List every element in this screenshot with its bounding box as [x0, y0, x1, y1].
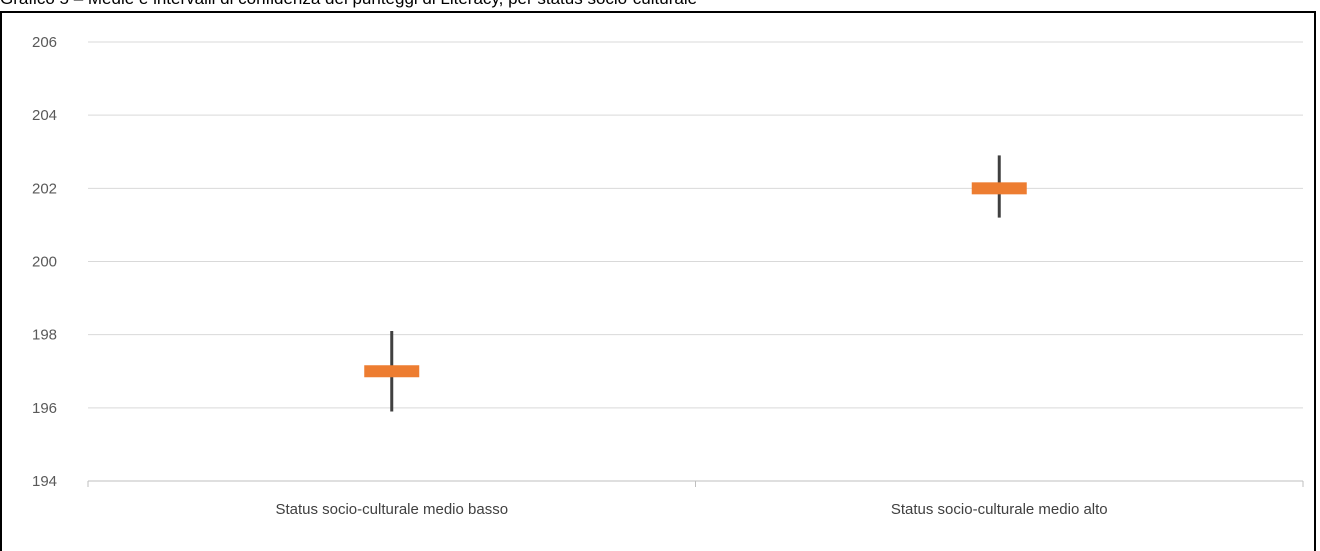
- y-tick-label: 206: [32, 34, 57, 51]
- category-label: Status socio-culturale medio alto: [891, 501, 1108, 518]
- y-tick-label: 204: [32, 107, 57, 124]
- chart-frame: [0, 11, 1316, 551]
- mean-marker: [971, 182, 1027, 195]
- y-tick-label: 198: [32, 327, 57, 344]
- gridlines: [88, 41, 1303, 409]
- y-axis-tick-labels: 194 196 198 200 202 204 206: [32, 34, 57, 490]
- x-axis: [87, 480, 1304, 487]
- y-tick-label: 194: [32, 473, 57, 490]
- y-tick-label: 196: [32, 400, 57, 417]
- y-tick-label: 200: [32, 254, 57, 271]
- y-tick-label: 202: [32, 180, 57, 197]
- data-marks: [364, 155, 1027, 412]
- mean-marker: [364, 365, 420, 378]
- category-label: Status socio-culturale medio basso: [275, 501, 508, 518]
- chart-title: Grafico 5 – Medie e intervalli di confid…: [0, 0, 1320, 8]
- chart-plot-area: 194 196 198 200 202 204 206 Status socio-cultu…: [32, 34, 1304, 518]
- x-axis-category-labels: Status socio-culturale medio basso Status…: [275, 501, 1107, 518]
